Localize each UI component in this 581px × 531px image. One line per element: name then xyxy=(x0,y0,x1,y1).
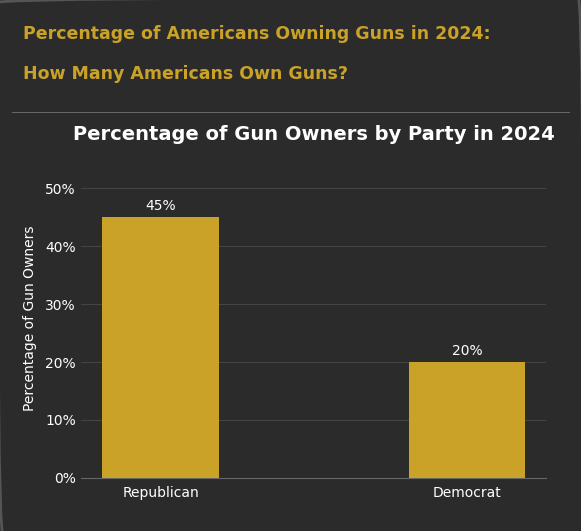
Y-axis label: Percentage of Gun Owners: Percentage of Gun Owners xyxy=(23,226,37,412)
Text: Percentage of Americans Owning Guns in 2024:: Percentage of Americans Owning Guns in 2… xyxy=(23,24,491,42)
Bar xyxy=(102,217,219,478)
Text: 20%: 20% xyxy=(451,344,482,358)
Text: How Many Americans Own Guns?: How Many Americans Own Guns? xyxy=(23,65,348,83)
Title: Percentage of Gun Owners by Party in 2024: Percentage of Gun Owners by Party in 202… xyxy=(73,125,555,144)
Text: 45%: 45% xyxy=(145,199,176,213)
Bar xyxy=(408,362,525,478)
